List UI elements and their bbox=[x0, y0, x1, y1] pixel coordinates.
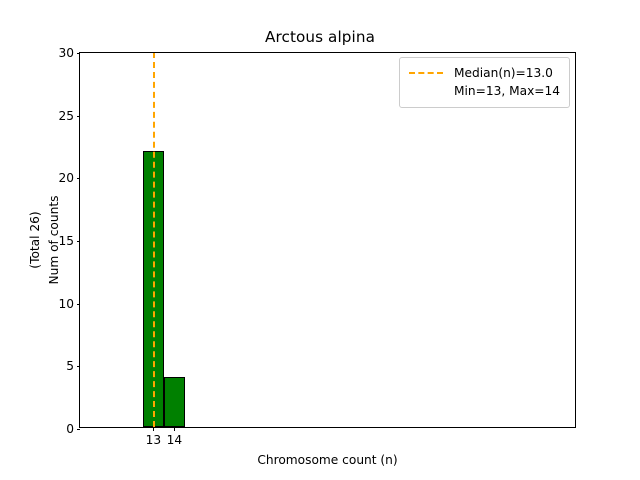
legend-spacer-icon bbox=[409, 90, 443, 92]
legend-label-median: Median(n)=13.0 bbox=[454, 66, 553, 80]
y-axis-label: (Total 26) Num of counts bbox=[26, 52, 66, 428]
y-tick-mark bbox=[76, 241, 80, 242]
x-tick-mark bbox=[153, 427, 155, 431]
y-tick-mark bbox=[76, 366, 80, 368]
x-tick-label: 13 bbox=[145, 433, 162, 447]
y-tick-label: 15 bbox=[58, 234, 74, 248]
y-tick-mark bbox=[76, 115, 80, 117]
x-tick-label: 14 bbox=[166, 433, 183, 447]
y-tick-label: 20 bbox=[58, 171, 74, 186]
y-axis-label-line1: Num of counts bbox=[47, 195, 61, 285]
dashed-line-icon bbox=[409, 72, 443, 74]
plot-axes: 0 5 10 15 20 25 30 13 14 bbox=[58, 46, 576, 447]
y-tick-label: 30 bbox=[58, 46, 74, 60]
median-line bbox=[153, 53, 156, 427]
bar-14 bbox=[163, 376, 185, 427]
y-tick-label: 5 bbox=[66, 359, 74, 374]
y-tick-label: 0 bbox=[66, 422, 74, 436]
legend: Median(n)=13.0 Min=13, Max=14 bbox=[399, 57, 571, 108]
x-axis-label: Chromosome count (n) bbox=[257, 453, 398, 467]
page-title: Arctous alpina bbox=[265, 28, 375, 46]
y-tick-mark bbox=[76, 178, 80, 180]
y-axis-label-line2: (Total 26) bbox=[28, 211, 42, 269]
x-tick-mark bbox=[174, 427, 176, 431]
y-tick-label: 10 bbox=[58, 296, 74, 311]
y-tick-mark bbox=[76, 303, 80, 305]
plot-inner-canvas bbox=[80, 53, 575, 427]
y-tick-label: 25 bbox=[58, 108, 74, 123]
legend-entry-median: Median(n)=13.0 bbox=[409, 64, 560, 82]
y-tick-mark bbox=[76, 429, 80, 430]
legend-label-range: Min=13, Max=14 bbox=[454, 84, 561, 98]
y-tick-mark bbox=[76, 53, 80, 54]
legend-entry-range: Min=13, Max=14 bbox=[409, 82, 560, 100]
